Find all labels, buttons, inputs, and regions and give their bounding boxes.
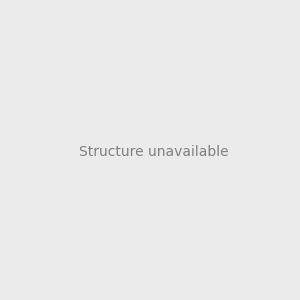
Text: Structure unavailable: Structure unavailable — [79, 145, 229, 158]
